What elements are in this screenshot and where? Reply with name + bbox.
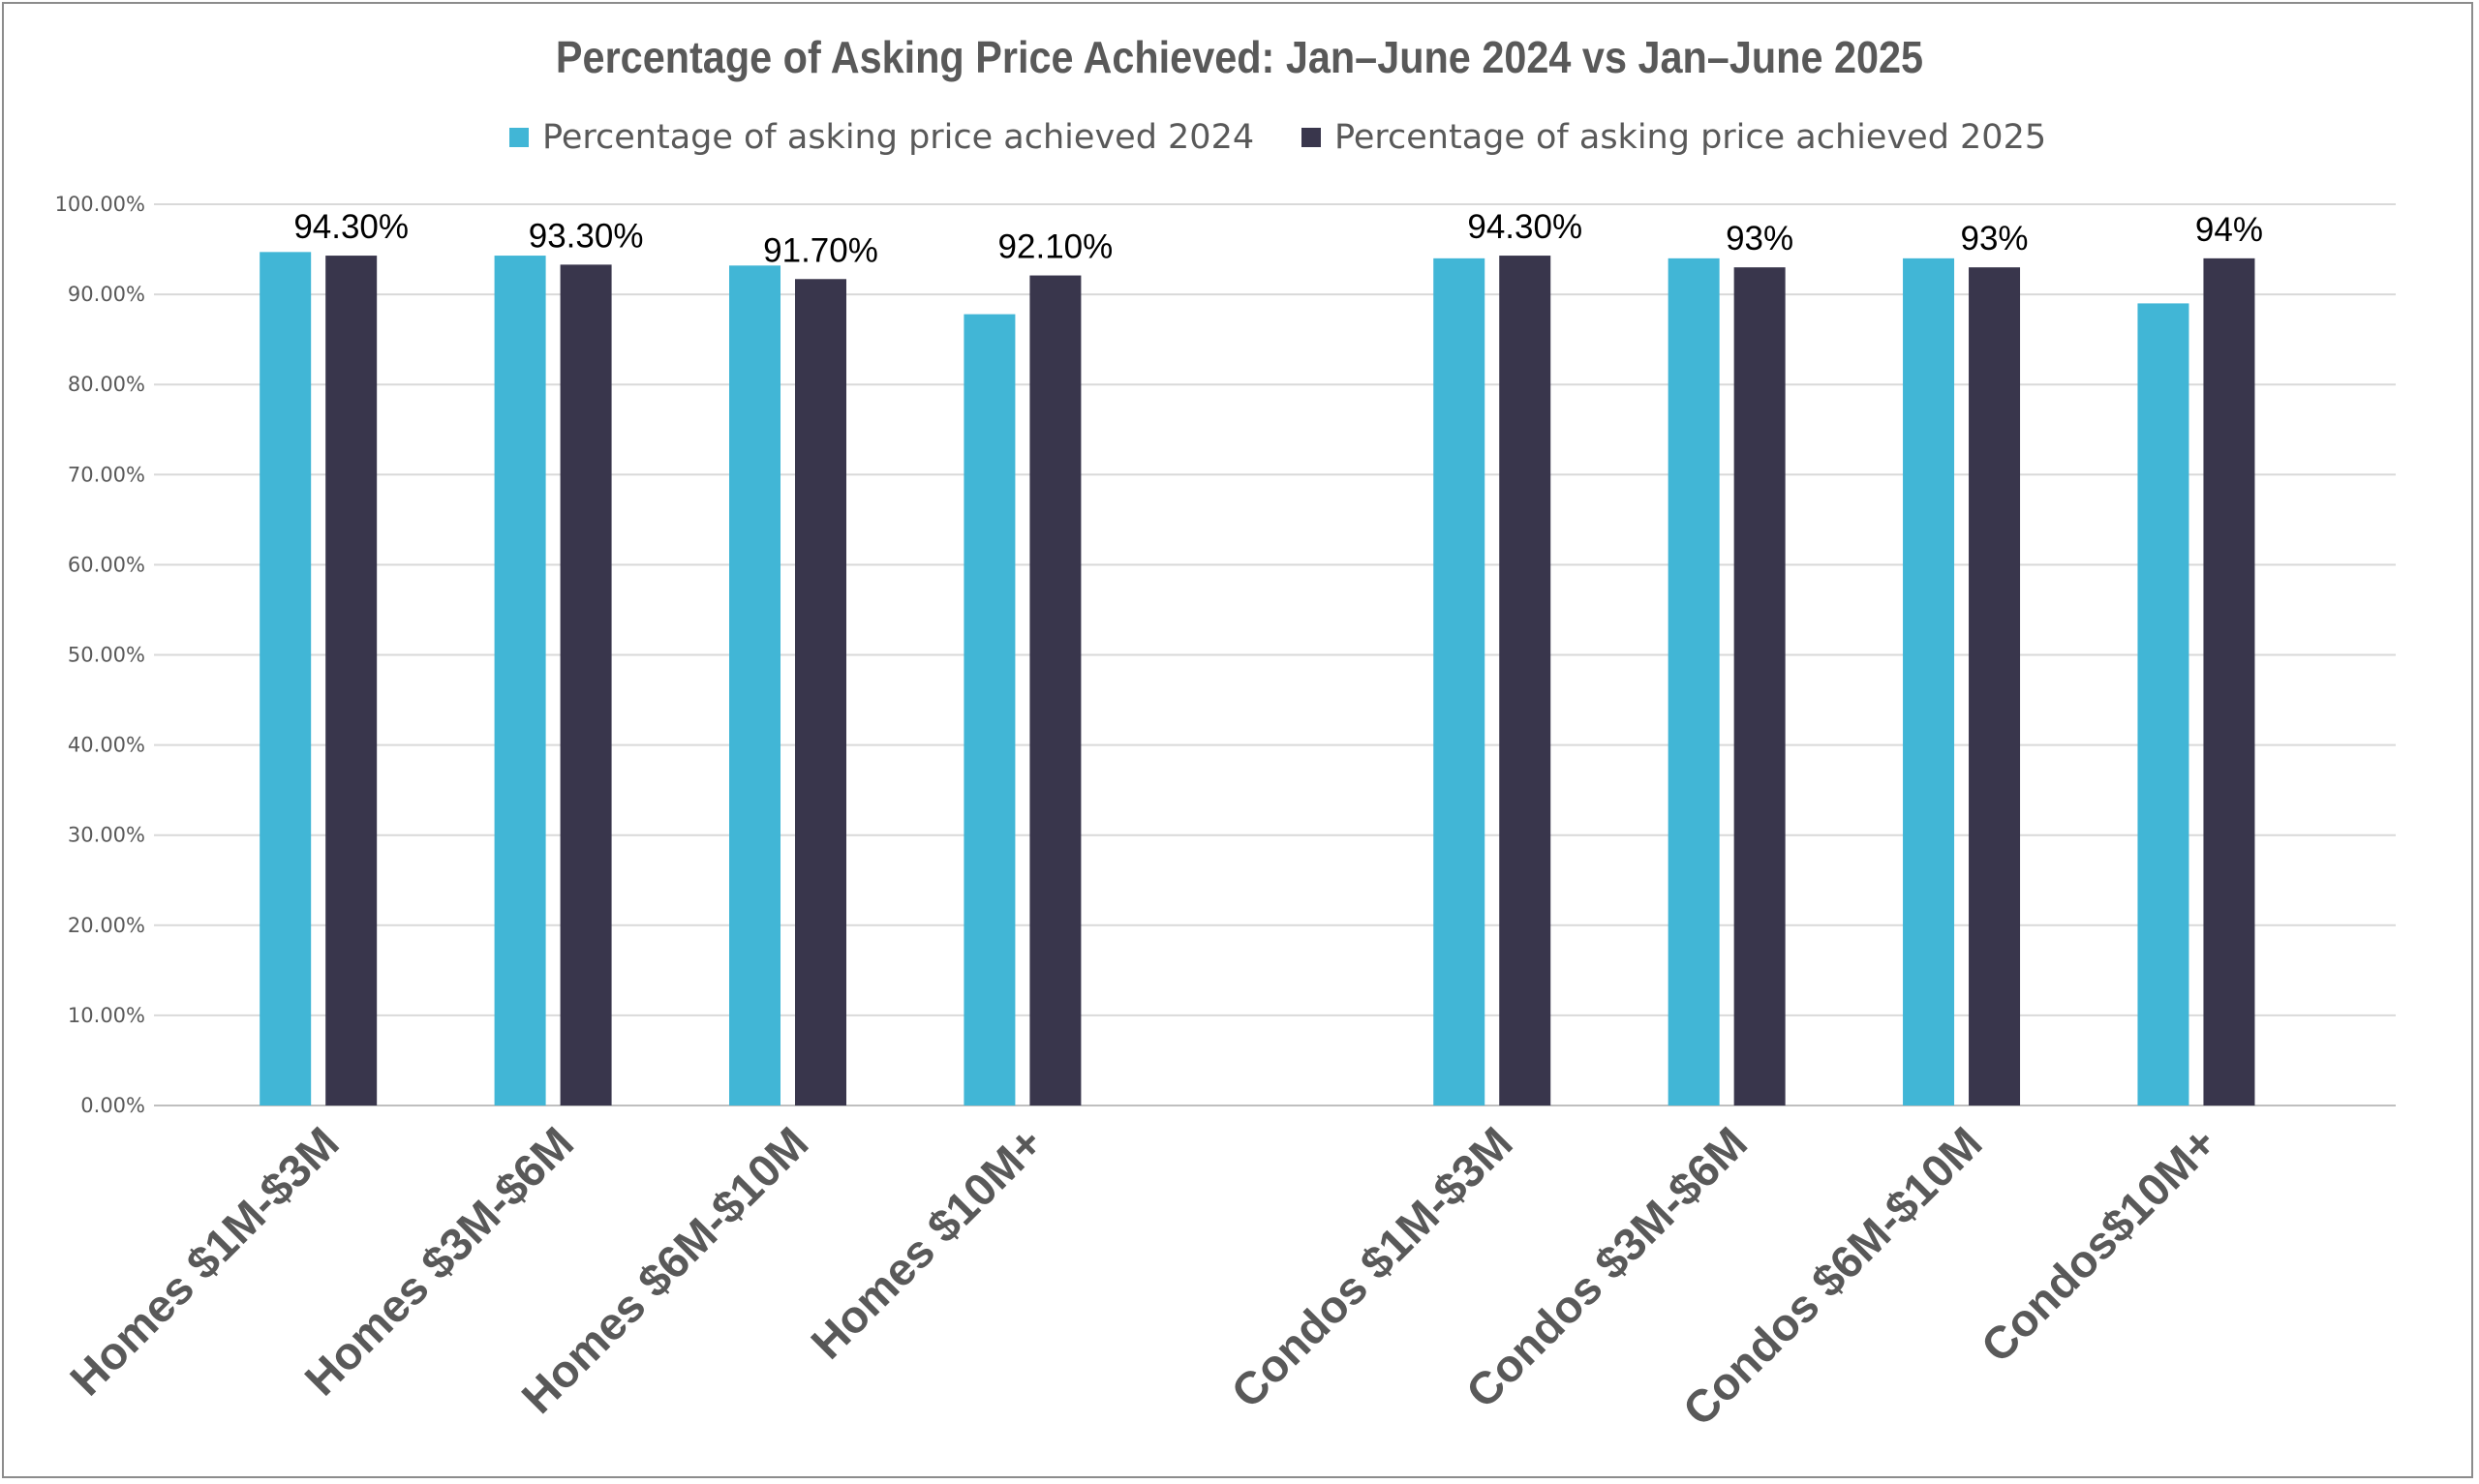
bar-2025 [1733,267,1786,1105]
y-tick-label: 20.00% [68,914,145,937]
category-label: Condos$10M+ [1971,1117,2226,1373]
legend-item-2025: Percentage of asking price achieved 2025 [1301,118,2046,157]
bar-2025 [325,256,378,1105]
category-label: Homes $10M+ [801,1117,1053,1369]
bar-2024 [260,252,312,1105]
bar-2024 [964,314,1016,1105]
bar-2025 [1499,256,1551,1105]
bar-2024 [1903,257,1955,1105]
data-label: 94% [2195,211,2263,249]
y-tick-label: 80.00% [68,373,145,396]
y-tick-label: 100.00% [55,193,145,216]
y-tick-label: 30.00% [68,824,145,847]
y-tick-label: 70.00% [68,463,145,486]
y-tick-label: 90.00% [68,283,145,306]
legend-swatch-2025 [1301,128,1321,147]
legend-label-2025: Percentage of asking price achieved 2025 [1334,118,2047,157]
y-tick-label: 0.00% [80,1094,145,1117]
data-label: 93.30% [529,217,644,255]
bar-2025 [1969,267,2021,1105]
chart-plot-area: 0.00% 10.00% 20.00% 30.00% 40.00% 50.00% 60.00… [55,193,2396,1436]
bar-2025 [1029,275,1082,1105]
data-label: 94.30% [293,208,409,246]
bar-2024 [1433,257,1485,1105]
bar-2024 [2137,303,2189,1105]
y-tick-label: 50.00% [68,644,145,667]
bar-2024 [729,265,781,1106]
data-label: 94.30% [1467,208,1582,246]
data-label: 93% [1726,220,1793,257]
chart-legend: Percentage of asking price achieved 2024… [4,118,2475,167]
legend-label-2024: Percentage of asking price achieved 2024 [542,118,1255,157]
chart-title: Percentage of Asking Price Achieved: Jan… [555,32,1924,82]
data-label: 92.10% [998,228,1114,266]
data-label: 91.70% [763,231,878,269]
bar-2025 [560,264,612,1105]
bar-2025 [2203,257,2255,1105]
bar-2025 [795,279,847,1105]
y-tick-label: 10.00% [68,1004,145,1027]
legend-item-2024: Percentage of asking price achieved 2024 [509,118,1254,157]
bar-2024 [494,256,546,1105]
bar-2024 [1668,257,1720,1105]
data-label: 93% [1961,220,2029,257]
legend-swatch-2024 [509,128,529,147]
y-tick-label: 60.00% [68,553,145,576]
y-tick-label: 40.00% [68,734,145,757]
